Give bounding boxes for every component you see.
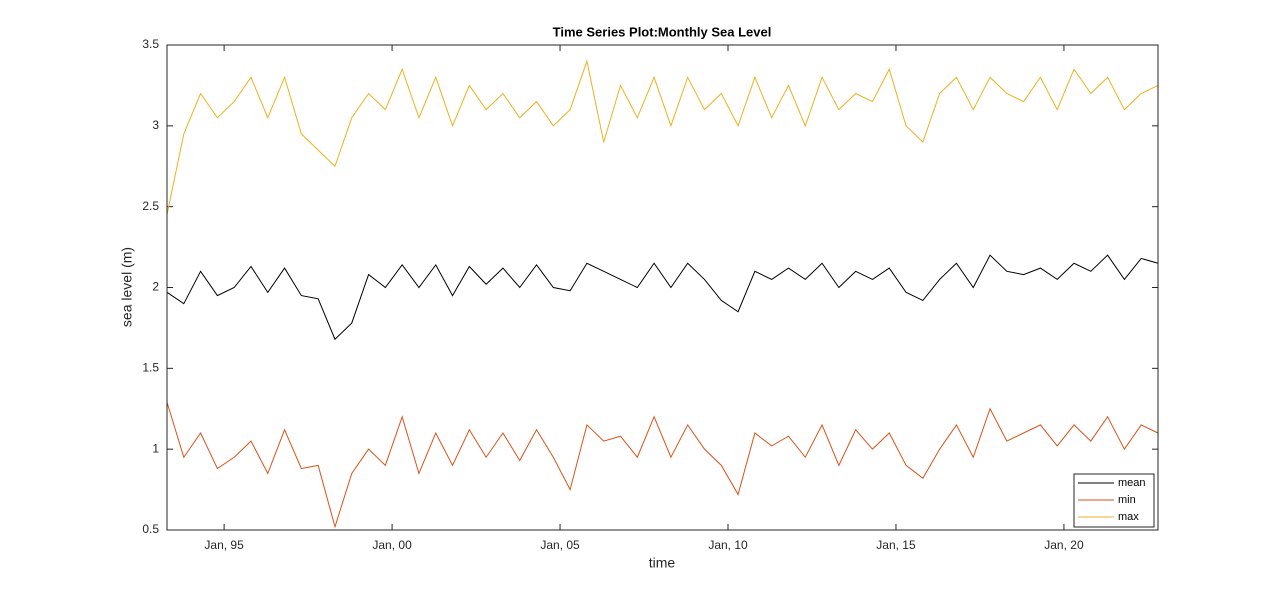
y-tick-label: 2.5: [142, 199, 159, 213]
y-tick-label: 2: [152, 280, 159, 294]
x-axis-label: time: [649, 555, 676, 571]
series-line: [166, 402, 1159, 529]
x-tick-label: Jan, 20: [1044, 538, 1084, 552]
x-tick-label: Jan, 00: [372, 538, 412, 552]
legend-label: min: [1118, 494, 1136, 506]
legend-label: mean: [1118, 477, 1146, 489]
y-tick-label: 0.5: [142, 522, 159, 536]
y-axis-label: sea level (m): [119, 247, 135, 327]
y-tick-label: 1: [152, 441, 159, 455]
x-tick-label: Jan, 10: [708, 538, 748, 552]
legend-label: max: [1118, 511, 1139, 523]
x-tick-label: Jan, 15: [876, 538, 916, 552]
y-tick-label: 3.5: [142, 37, 159, 51]
series-line: [166, 59, 1159, 215]
chart-title: Time Series Plot:Monthly Sea Level: [553, 24, 772, 39]
series-line: [166, 254, 1159, 341]
y-tick-label: 1.5: [142, 361, 159, 375]
x-tick-label: Jan, 95: [204, 538, 244, 552]
y-tick-label: 3: [152, 118, 159, 132]
x-tick-label: Jan, 05: [540, 538, 580, 552]
axes-box: [166, 44, 1159, 531]
